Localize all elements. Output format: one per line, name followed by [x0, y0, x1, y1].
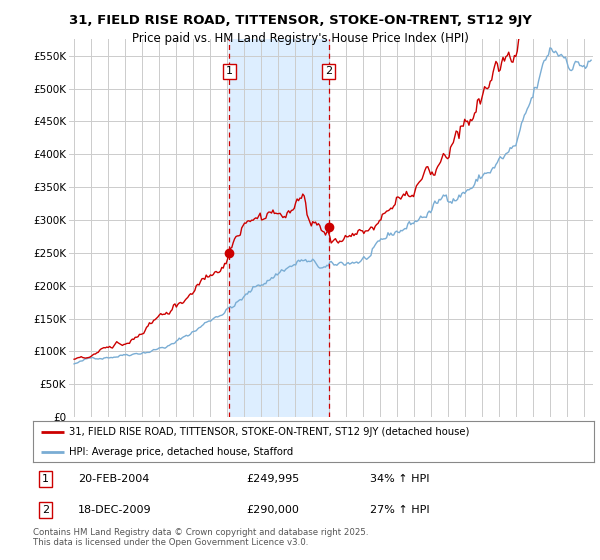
Bar	[229, 39, 329, 417]
Text: 1: 1	[42, 474, 49, 484]
Text: Price paid vs. HM Land Registry's House Price Index (HPI): Price paid vs. HM Land Registry's House …	[131, 32, 469, 45]
Text: Contains HM Land Registry data © Crown copyright and database right 2025.
This d: Contains HM Land Registry data © Crown c…	[33, 528, 368, 547]
Text: 1: 1	[226, 66, 233, 76]
Text: 27% ↑ HPI: 27% ↑ HPI	[370, 505, 429, 515]
Text: 18-DEC-2009: 18-DEC-2009	[78, 505, 152, 515]
Text: £290,000: £290,000	[246, 505, 299, 515]
Text: £249,995: £249,995	[246, 474, 299, 484]
Text: 20-FEB-2004: 20-FEB-2004	[78, 474, 149, 484]
Text: 31, FIELD RISE ROAD, TITTENSOR, STOKE-ON-TRENT, ST12 9JY: 31, FIELD RISE ROAD, TITTENSOR, STOKE-ON…	[68, 14, 532, 27]
Text: 34% ↑ HPI: 34% ↑ HPI	[370, 474, 429, 484]
Text: HPI: Average price, detached house, Stafford: HPI: Average price, detached house, Staf…	[70, 447, 294, 457]
Text: 2: 2	[42, 505, 49, 515]
Text: 2: 2	[325, 66, 332, 76]
Text: 31, FIELD RISE ROAD, TITTENSOR, STOKE-ON-TRENT, ST12 9JY (detached house): 31, FIELD RISE ROAD, TITTENSOR, STOKE-ON…	[70, 427, 470, 437]
